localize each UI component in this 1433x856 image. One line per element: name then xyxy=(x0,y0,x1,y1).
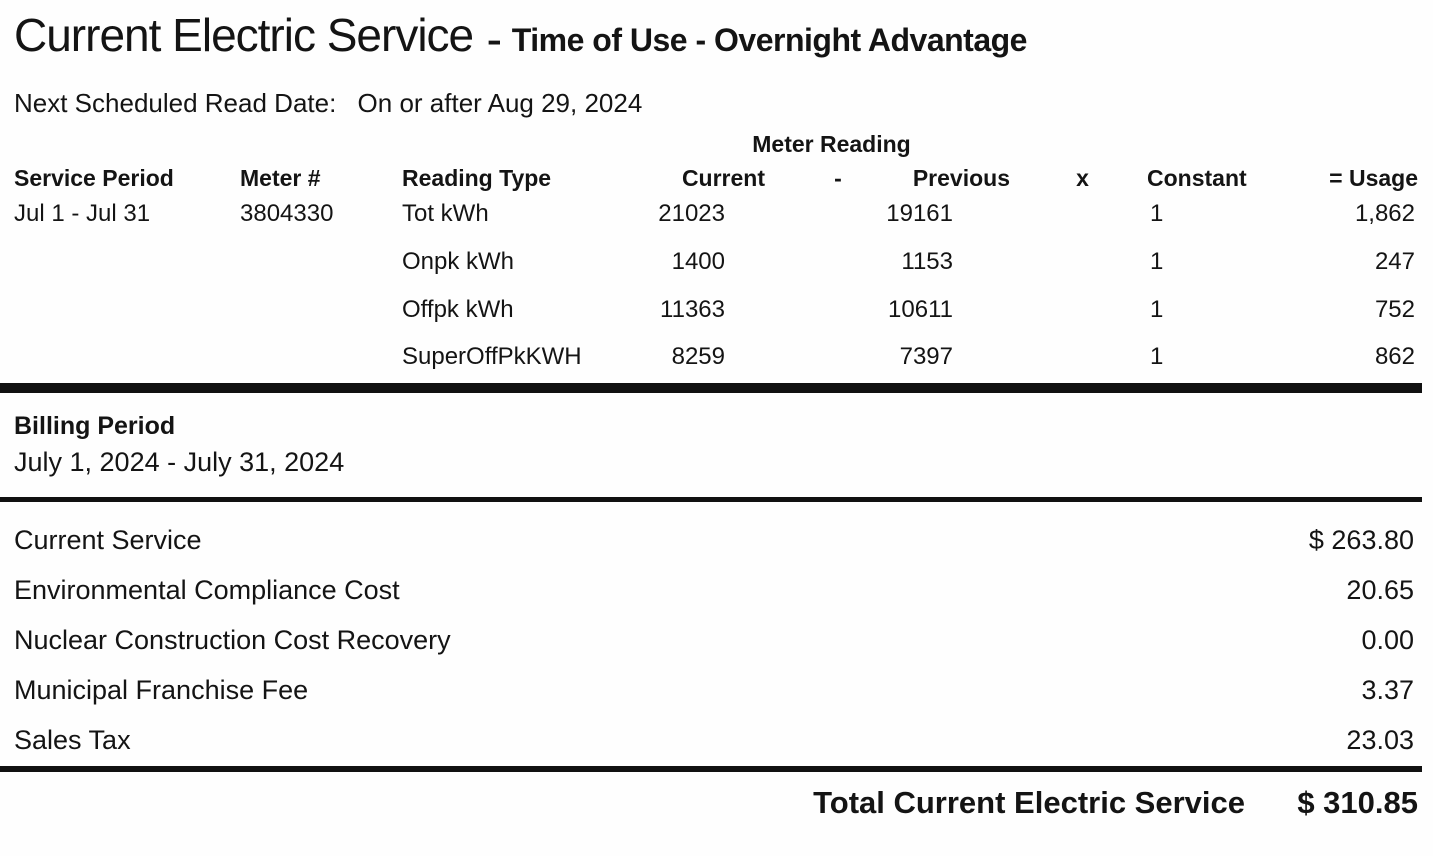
reading-type-value: Tot kWh xyxy=(402,200,489,227)
charge-line: Nuclear Construction Cost Recovery 0.00 xyxy=(0,624,1433,656)
total-amount: $ 310.85 xyxy=(1297,785,1418,820)
current-reading-value: 8259 xyxy=(671,343,725,370)
meter-table-header-row: Service Period Meter # Reading Type Curr… xyxy=(0,163,1433,193)
constant-value: 1 xyxy=(1150,200,1164,227)
title-separator: - xyxy=(487,22,502,58)
current-reading-value: 11363 xyxy=(660,296,725,323)
table-row: Offpk kWh 11363 10611 1 752 xyxy=(0,295,1433,325)
document-header: Current Electric Service - Time of Use -… xyxy=(14,8,1027,62)
constant-value: 1 xyxy=(1150,248,1164,275)
reading-type-value: Onpk kWh xyxy=(402,248,515,275)
section-divider-thick xyxy=(0,383,1422,393)
charge-amount: $ 263.80 xyxy=(1308,525,1414,555)
col-header-usage: = Usage xyxy=(1329,165,1418,191)
total-label: Total Current Electric Service xyxy=(813,785,1245,820)
usage-value: 752 xyxy=(1374,296,1415,323)
col-header-constant: Constant xyxy=(1147,165,1247,191)
col-header-minus-sign: - xyxy=(834,165,842,191)
charge-line: Sales Tax 23.03 xyxy=(0,724,1433,756)
col-header-previous: Previous xyxy=(912,165,1010,191)
service-period-value: Jul 1 - Jul 31 xyxy=(14,200,151,227)
meter-reading-group-header: Meter Reading xyxy=(752,131,911,157)
charge-line: Environmental Compliance Cost 20.65 xyxy=(0,574,1433,606)
charge-amount: 0.00 xyxy=(1361,625,1414,655)
section-divider-thin xyxy=(0,497,1422,502)
charge-line: Current Service $ 263.80 xyxy=(0,524,1433,556)
table-row: SuperOffPkKWH 8259 7397 1 862 xyxy=(0,342,1433,372)
previous-reading-value: 10611 xyxy=(888,296,953,323)
charge-label: Environmental Compliance Cost xyxy=(14,575,400,605)
next-read-date-line: Next Scheduled Read Date: On or after Au… xyxy=(14,88,642,119)
charge-label: Nuclear Construction Cost Recovery xyxy=(14,625,451,655)
meter-number-value: 3804330 xyxy=(240,200,334,227)
charge-label: Municipal Franchise Fee xyxy=(14,675,309,705)
col-header-meter-number: Meter # xyxy=(240,165,321,191)
current-reading-value: 1400 xyxy=(671,248,725,275)
charge-amount: 23.03 xyxy=(1346,725,1414,755)
charge-label: Sales Tax xyxy=(14,725,131,755)
charge-label: Current Service xyxy=(14,525,202,555)
table-row: Jul 1 - Jul 31 3804330 Tot kWh 21023 191… xyxy=(0,199,1433,229)
col-header-current: Current xyxy=(681,165,765,191)
next-read-date-value: On or after Aug 29, 2024 xyxy=(357,88,643,118)
usage-value: 247 xyxy=(1374,248,1415,275)
constant-value: 1 xyxy=(1150,296,1164,323)
constant-value: 1 xyxy=(1150,343,1164,370)
previous-reading-value: 19161 xyxy=(886,200,953,227)
billing-period-label: Billing Period xyxy=(14,412,176,440)
col-header-multiply-sign: x xyxy=(1076,165,1089,191)
charge-line: Municipal Franchise Fee 3.37 xyxy=(0,674,1433,706)
usage-value: 862 xyxy=(1374,343,1415,370)
reading-type-value: SuperOffPkKWH xyxy=(402,343,582,370)
charge-amount: 3.37 xyxy=(1361,675,1414,705)
page-subtitle: Time of Use - Overnight Advantage xyxy=(511,22,1028,58)
reading-type-value: Offpk kWh xyxy=(402,296,514,323)
page-title: Current Electric Service xyxy=(14,9,474,61)
col-header-reading-type: Reading Type xyxy=(402,165,552,191)
current-reading-value: 21023 xyxy=(658,200,725,227)
table-row: Onpk kWh 1400 1153 1 247 xyxy=(0,247,1433,277)
charge-amount: 20.65 xyxy=(1346,575,1414,605)
total-divider xyxy=(0,766,1422,772)
previous-reading-value: 7397 xyxy=(899,343,953,370)
previous-reading-value: 1153 xyxy=(901,248,953,275)
billing-period-dates: July 1, 2024 - July 31, 2024 xyxy=(14,447,345,477)
col-header-service-period: Service Period xyxy=(14,165,174,191)
next-read-date-label: Next Scheduled Read Date: xyxy=(14,88,337,118)
usage-value: 1,862 xyxy=(1354,200,1415,227)
total-line: Total Current Electric Service $ 310.85 xyxy=(0,784,1433,822)
